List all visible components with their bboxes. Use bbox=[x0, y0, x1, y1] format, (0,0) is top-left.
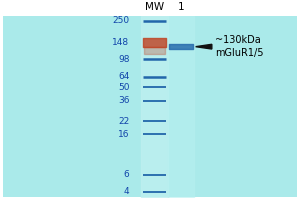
Text: mGluR1/5: mGluR1/5 bbox=[215, 48, 263, 58]
Text: 22: 22 bbox=[118, 117, 129, 126]
Text: ~130kDa: ~130kDa bbox=[215, 35, 260, 45]
Text: 148: 148 bbox=[112, 38, 129, 47]
Text: 98: 98 bbox=[118, 55, 129, 64]
Text: 1: 1 bbox=[178, 2, 184, 12]
Text: 4: 4 bbox=[124, 187, 129, 196]
Text: MW: MW bbox=[145, 2, 164, 12]
Text: 50: 50 bbox=[118, 83, 129, 92]
Polygon shape bbox=[196, 44, 212, 49]
Text: 6: 6 bbox=[124, 170, 129, 179]
Text: 36: 36 bbox=[118, 96, 129, 105]
Text: 64: 64 bbox=[118, 72, 129, 81]
Text: 16: 16 bbox=[118, 130, 129, 139]
Text: 250: 250 bbox=[112, 16, 129, 25]
